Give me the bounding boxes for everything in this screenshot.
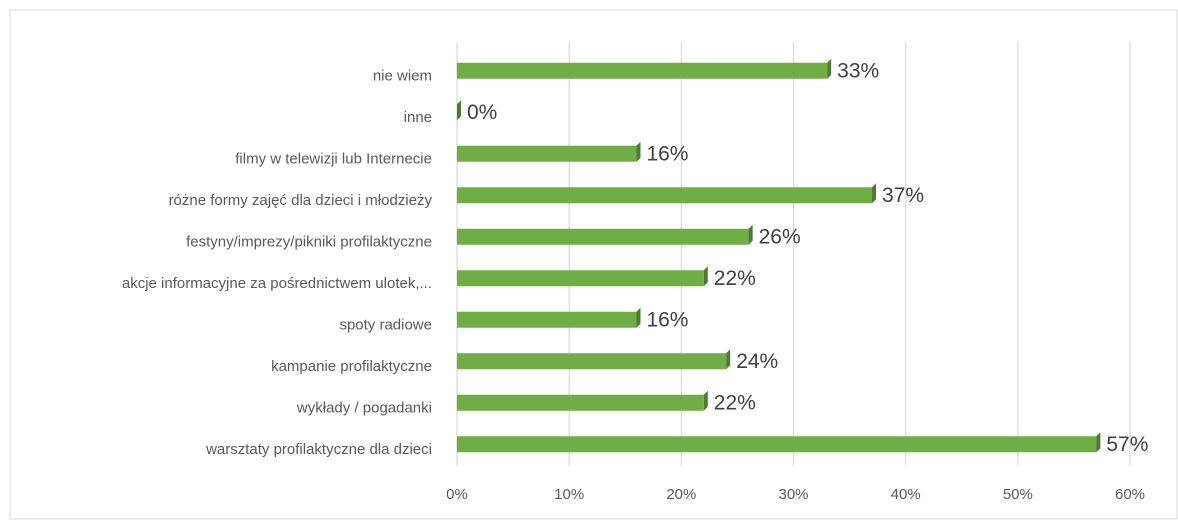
bar bbox=[457, 187, 873, 204]
y-tick-label: kampanie profilaktyczne bbox=[271, 358, 432, 375]
bar-depth bbox=[827, 58, 832, 79]
y-tick-label: warsztaty profilaktyczne dla dzieci bbox=[205, 441, 432, 458]
bar bbox=[457, 145, 637, 162]
value-label: 16% bbox=[646, 308, 688, 331]
y-tick-label: spoty radiowe bbox=[339, 317, 432, 334]
x-tick-label: 0% bbox=[446, 486, 468, 503]
chart-border bbox=[9, 9, 1178, 520]
value-label: 0% bbox=[467, 101, 497, 124]
bar-depth bbox=[872, 183, 877, 204]
value-label: 26% bbox=[759, 225, 801, 248]
y-tick-label: nie wiem bbox=[373, 68, 432, 85]
value-label: 37% bbox=[882, 184, 924, 207]
y-tick-label: filmy w telewizji lub Internecie bbox=[235, 151, 432, 168]
bar-depth bbox=[457, 100, 461, 121]
x-tick-label: 60% bbox=[1115, 486, 1145, 503]
bar bbox=[457, 353, 727, 370]
value-label: 57% bbox=[1106, 433, 1148, 456]
bar-depth bbox=[726, 349, 731, 370]
y-tick-label: akcje informacyjne za pośrednictwem ulot… bbox=[122, 275, 432, 292]
x-tick-label: 30% bbox=[778, 486, 808, 503]
bar bbox=[457, 311, 637, 328]
bar bbox=[457, 62, 828, 79]
bar bbox=[457, 228, 749, 245]
y-tick-label: różne formy zajęć dla dzieci i młodzieży bbox=[169, 192, 433, 209]
bar-depth bbox=[748, 224, 753, 245]
bar-depth bbox=[703, 390, 708, 411]
value-label: 22% bbox=[714, 267, 756, 290]
x-tick-label: 10% bbox=[554, 486, 584, 503]
bar bbox=[457, 270, 704, 287]
x-tick-label: 20% bbox=[666, 486, 696, 503]
value-label: 24% bbox=[736, 350, 778, 373]
bar-depth bbox=[636, 307, 641, 328]
value-label: 22% bbox=[714, 391, 756, 414]
value-label: 33% bbox=[837, 59, 879, 82]
bar-depth bbox=[1096, 432, 1101, 453]
y-tick-label: festyny/imprezy/pikniki profilaktyczne bbox=[186, 234, 432, 251]
bar bbox=[457, 436, 1097, 453]
y-tick-label: wykłady / pogadanki bbox=[296, 400, 432, 417]
x-tick-label: 40% bbox=[891, 486, 921, 503]
value-label: 16% bbox=[646, 142, 688, 165]
y-tick-label: inne bbox=[404, 109, 432, 126]
bar-depth bbox=[636, 141, 641, 162]
bar bbox=[457, 394, 704, 411]
x-tick-label: 50% bbox=[1003, 486, 1033, 503]
bar-depth bbox=[703, 266, 708, 287]
